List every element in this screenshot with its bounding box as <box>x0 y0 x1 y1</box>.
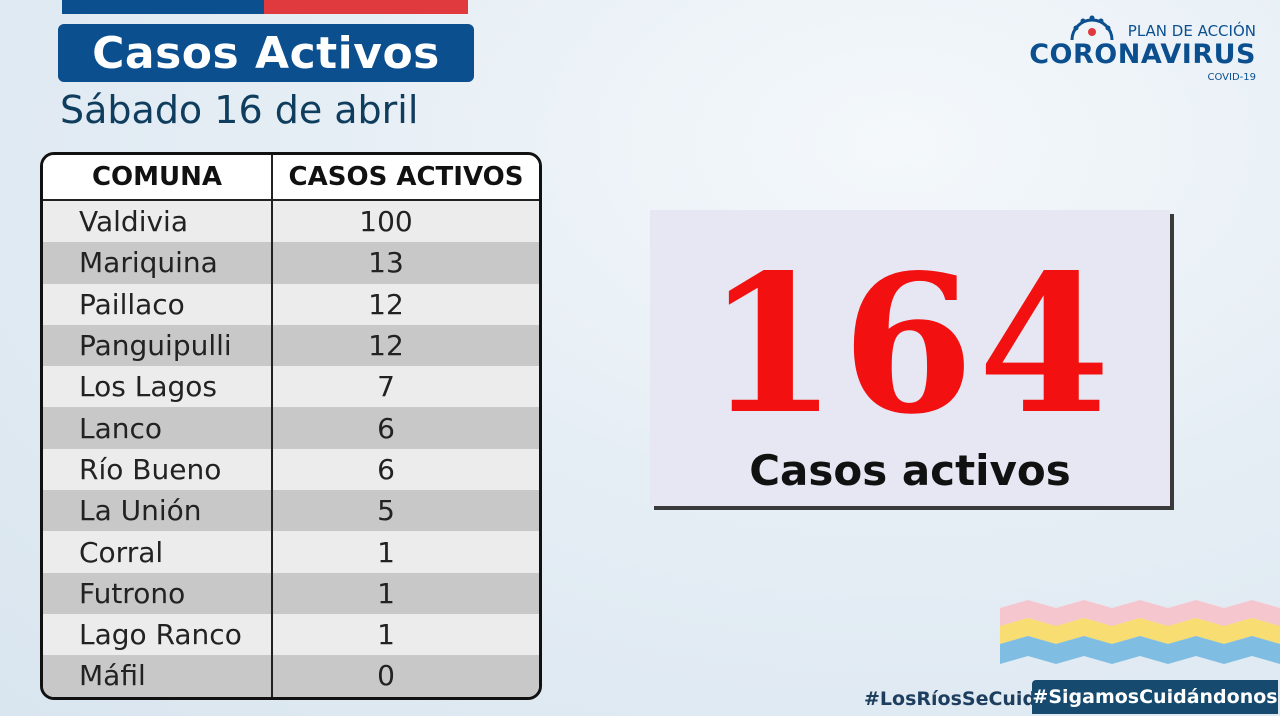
table-row: Futrono 1 <box>43 572 539 614</box>
table-row: Máfil 0 <box>43 655 539 697</box>
comuna-cell: Lago Ranco <box>43 613 273 656</box>
table-row: Lago Ranco 1 <box>43 613 539 656</box>
cases-table: COMUNA CASOS ACTIVOS Valdivia 100 Mariqu… <box>40 152 542 700</box>
page-title: Casos Activos <box>92 27 440 79</box>
total-cases-label: Casos activos <box>749 446 1071 495</box>
decorative-waves-graphic <box>1000 600 1280 664</box>
casos-cell: 7 <box>272 366 539 408</box>
date-subtitle: Sábado 16 de abril <box>60 88 419 132</box>
casos-cell: 12 <box>272 324 539 367</box>
comuna-cell: Lanco <box>43 407 273 449</box>
total-cases-value: 164 <box>705 233 1115 456</box>
comuna-cell: Panguipulli <box>43 324 273 367</box>
table-row: Río Bueno 6 <box>43 448 539 491</box>
casos-cell: 6 <box>272 407 539 449</box>
comuna-cell: Valdivia <box>43 200 273 243</box>
casos-cell: 1 <box>272 572 539 614</box>
title-banner: Casos Activos <box>58 24 474 82</box>
virus-icon <box>1070 15 1114 41</box>
casos-cell: 6 <box>272 448 539 491</box>
table-row: Panguipulli 12 <box>43 324 539 367</box>
casos-cell: 1 <box>272 613 539 656</box>
comuna-cell: La Unión <box>43 490 273 532</box>
logo-plan-text: PLAN DE ACCIÓN <box>1127 22 1256 40</box>
header-comuna: COMUNA <box>43 155 273 201</box>
casos-cell: 100 <box>272 200 539 243</box>
comuna-cell: Futrono <box>43 572 273 614</box>
comuna-cell: Río Bueno <box>43 448 273 491</box>
casos-cell: 1 <box>272 531 539 573</box>
table-row: Los Lagos 7 <box>43 366 539 408</box>
comuna-cell: Corral <box>43 531 273 573</box>
table-row: Lanco 6 <box>43 407 539 449</box>
hashtag-losrios: #LosRíosSeCuida <box>864 688 1049 710</box>
comuna-cell: Mariquina <box>43 242 273 284</box>
table-row: Mariquina 13 <box>43 242 539 284</box>
table-row: Corral 1 <box>43 531 539 573</box>
casos-cell: 12 <box>272 283 539 325</box>
table-row: Paillaco 12 <box>43 283 539 325</box>
casos-cell: 5 <box>272 490 539 532</box>
header-casos-activos: CASOS ACTIVOS <box>272 155 539 201</box>
table-row: Valdivia 100 <box>43 200 539 243</box>
casos-cell: 13 <box>272 242 539 284</box>
logo-coronavirus-text: CORONAVIRUS <box>1029 39 1256 70</box>
comuna-cell: Los Lagos <box>43 366 273 408</box>
coronavirus-plan-logo: PLAN DE ACCIÓN CORONAVIRUS COVID-19 <box>1016 14 1256 84</box>
table-row: La Unión 5 <box>43 490 539 532</box>
logo-covid-text: COVID-19 <box>1207 72 1256 83</box>
casos-cell: 0 <box>272 655 539 697</box>
flag-stripe-red <box>264 0 468 14</box>
hashtag-sigamos: #SigamosCuidándonos <box>1032 680 1278 714</box>
comuna-cell: Máfil <box>43 655 273 697</box>
flag-stripe-blue <box>62 0 264 14</box>
comuna-cell: Paillaco <box>43 283 273 325</box>
total-cases-card: 164 Casos activos <box>650 210 1170 506</box>
